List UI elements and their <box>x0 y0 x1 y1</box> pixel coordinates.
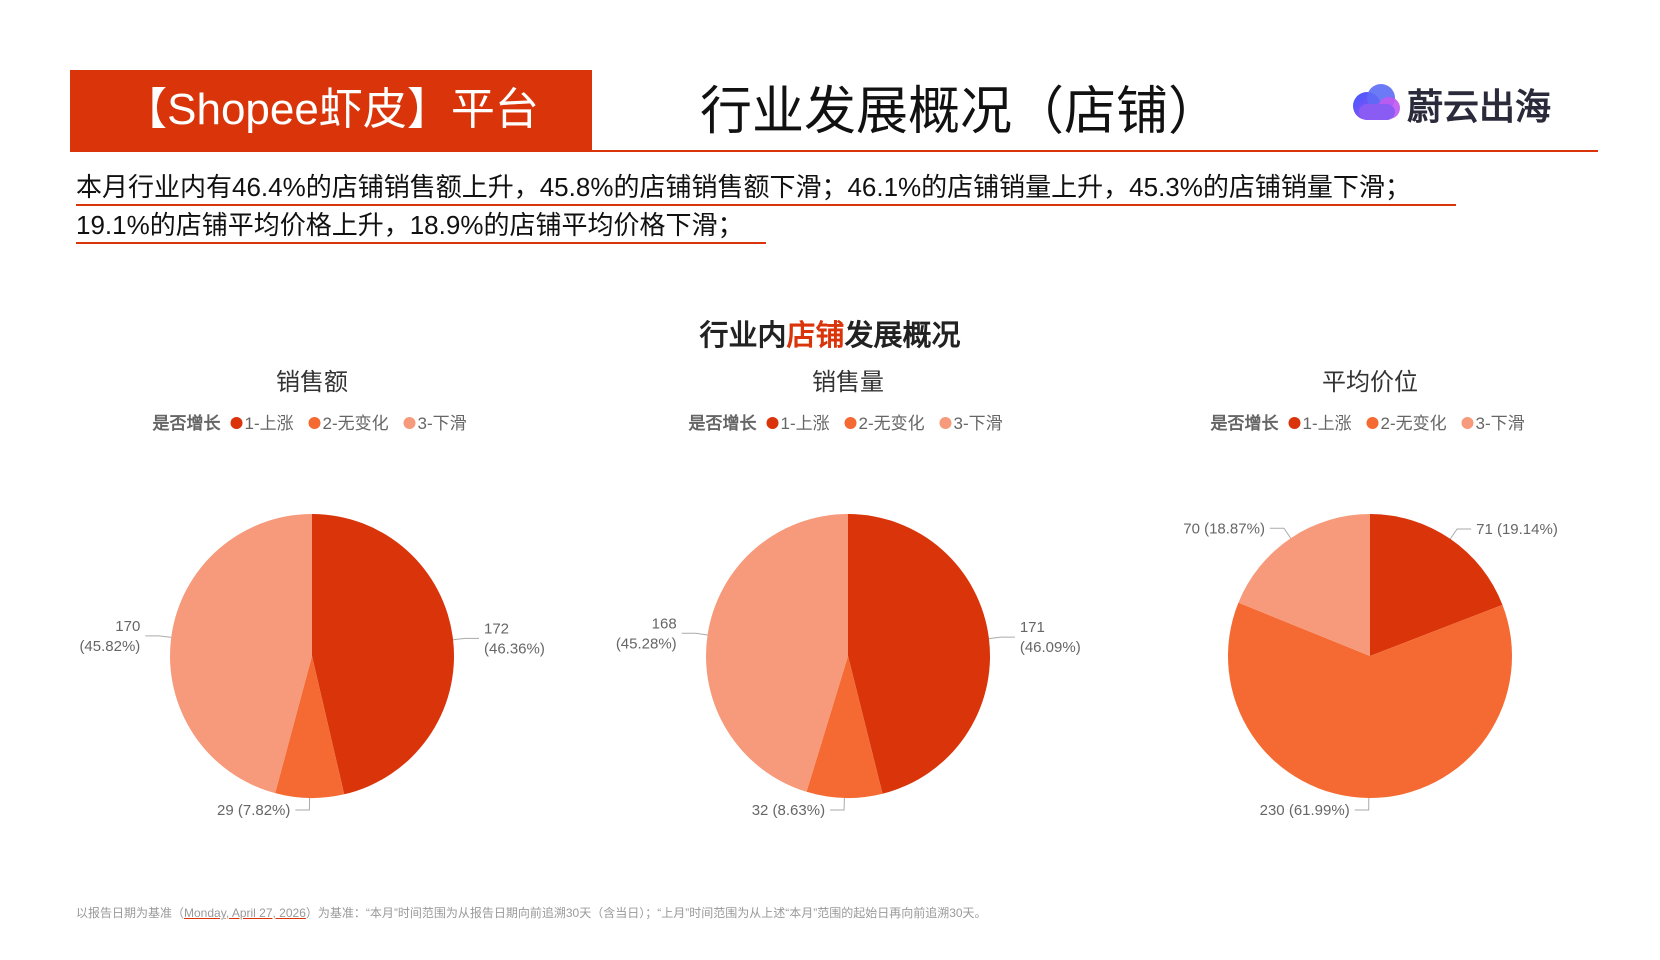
header-divider <box>70 150 1598 152</box>
pie-slice <box>1370 514 1503 656</box>
pie-slice <box>1227 602 1512 798</box>
legend-dot-icon <box>1288 417 1301 429</box>
summary-line-1: 本月行业内有46.4%的店铺销售额上升，45.8%的店铺销售额下滑；46.1%的… <box>76 168 1596 206</box>
brand-logo: 蔚云出海 <box>1345 74 1585 130</box>
legend-label: 3-下滑 <box>418 414 467 433</box>
legend-dot-icon <box>844 417 857 429</box>
pie-legend: 是否增长 1-上涨 2-无变化 3-下滑 <box>153 413 467 433</box>
label-leader-line <box>1449 528 1472 540</box>
charts-section-title: 行业内店铺发展概况 <box>0 312 1660 354</box>
pie-slice <box>312 514 454 795</box>
legend-title: 是否增长 <box>1211 413 1280 433</box>
pie-data-label: 29 (7.82%) <box>217 802 290 819</box>
legend-dot-icon <box>230 417 243 429</box>
footnote-prefix: 以报告日期为基准（ <box>76 906 185 920</box>
legend-dot-icon <box>939 417 952 429</box>
logo-text: 蔚云出海 <box>1407 86 1552 127</box>
legend-label: 1-上涨 <box>245 414 294 433</box>
label-leader-line <box>453 637 479 641</box>
summary-line-1-text: 本月行业内有46.4%的店铺销售额上升，45.8%的店铺销售额下滑；46.1%的… <box>76 172 1411 202</box>
pie-slice <box>1238 514 1370 656</box>
label-leader-line <box>295 797 311 811</box>
pie-legend: 是否增长 1-上涨 2-无变化 3-下滑 <box>1211 413 1525 433</box>
legend-dot-icon <box>1461 417 1474 429</box>
legend-label: 2-无变化 <box>859 414 925 433</box>
footnote-suffix: ）为基准：“本月”时间范围为从报告日期向前追溯30天（含当日）；“上月”时间范围… <box>305 906 987 920</box>
legend-label: 1-上涨 <box>781 414 830 433</box>
pie-data-label: 171 (46.09%) <box>1020 619 1081 656</box>
label-leader-line <box>1269 527 1292 539</box>
cloud-logo-icon <box>1353 84 1400 120</box>
legend-label: 3-下滑 <box>954 414 1003 433</box>
pie-title: 平均价位 <box>1322 369 1418 396</box>
pie-slice <box>806 656 883 798</box>
pie-data-label: 172 (46.36%) <box>484 620 545 657</box>
pie-slice <box>848 514 990 794</box>
legend-dot-icon <box>766 417 779 429</box>
pie-data-label: 71 (19.14%) <box>1476 521 1558 538</box>
pie-data-label: 32 (8.63%) <box>752 802 825 819</box>
page-title: 行业发展概况（店铺） <box>699 83 1220 141</box>
pie-slice <box>275 656 345 798</box>
legend-label: 3-下滑 <box>1476 414 1525 433</box>
pie-data-label: 170 (45.82%) <box>79 618 140 655</box>
label-leader-line <box>145 635 172 638</box>
legend-dot-icon <box>308 417 321 429</box>
summary-text: 本月行业内有46.4%的店铺销售额上升，45.8%的店铺销售额下滑；46.1%的… <box>76 168 1596 244</box>
legend-title: 是否增长 <box>153 413 222 433</box>
pie-slice <box>170 514 312 794</box>
summary-line-2: 19.1%的店铺平均价格上升，18.9%的店铺平均价格下滑； <box>76 206 1596 244</box>
platform-banner: 【Shopee虾皮】平台 <box>70 70 592 150</box>
pie-data-label: 70 (18.87%) <box>1183 520 1265 537</box>
legend-dot-icon <box>1366 417 1379 429</box>
pie-data-label: 230 (61.99%) <box>1260 802 1350 819</box>
summary-underline-2 <box>76 242 766 244</box>
section-title-highlight: 店铺 <box>786 320 845 352</box>
footnote-date: Monday, April 27, 2026 <box>184 906 306 920</box>
label-leader-line <box>681 632 708 636</box>
pie-data-label: 168 (45.28%) <box>616 615 677 652</box>
summary-underline-1 <box>76 204 1456 206</box>
legend-label: 1-上涨 <box>1303 414 1352 433</box>
label-leader-line <box>988 636 1015 640</box>
pie-title: 销售量 <box>812 369 884 396</box>
label-leader-line <box>1354 797 1370 811</box>
label-leader-line <box>830 797 845 811</box>
legend-dot-icon <box>403 417 416 429</box>
section-title-post: 发展概况 <box>844 320 961 352</box>
pie-legend: 是否增长 1-上涨 2-无变化 3-下滑 <box>689 413 1003 433</box>
pie-title: 销售额 <box>276 369 348 396</box>
footnote: 以报告日期为基准（Monday, April 27, 2026）为基准：“本月”… <box>76 904 987 921</box>
section-title-pre: 行业内 <box>699 320 787 352</box>
pie-slice <box>706 514 848 792</box>
summary-line-2-text: 19.1%的店铺平均价格上升，18.9%的店铺平均价格下滑； <box>76 210 744 240</box>
legend-title: 是否增长 <box>689 413 758 433</box>
legend-label: 2-无变化 <box>1381 414 1447 433</box>
legend-label: 2-无变化 <box>323 414 389 433</box>
